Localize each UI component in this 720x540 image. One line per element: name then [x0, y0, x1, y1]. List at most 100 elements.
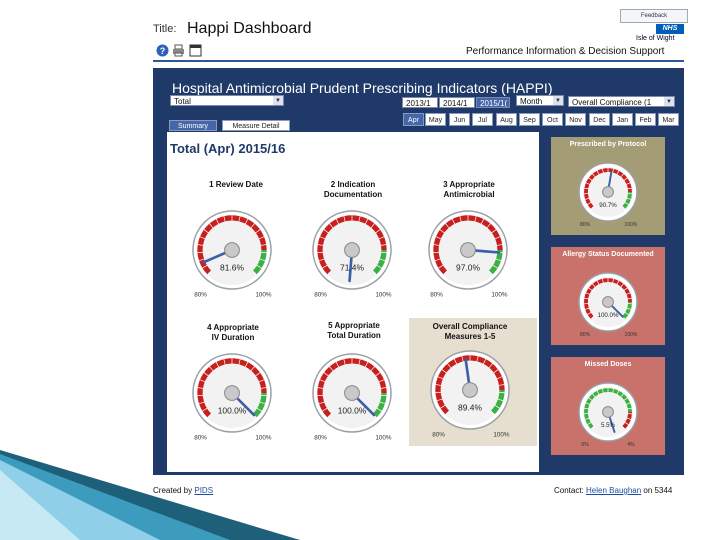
footer-created-by: Created by PIDS: [153, 486, 213, 495]
side-gauge-3-tick: [625, 417, 632, 421]
gauge-1-tick: [207, 270, 212, 275]
contact-extension: on 5344: [643, 486, 673, 495]
period-select-value: Month: [520, 97, 543, 106]
month-tab-sep[interactable]: Sep: [519, 113, 540, 126]
chevron-down-icon: ▼: [553, 96, 563, 105]
gauge-1-tick: [198, 258, 205, 262]
side-gauge-1-value: 90.7%: [599, 202, 617, 209]
window-icon[interactable]: [189, 44, 202, 57]
month-tab-jan[interactable]: Jan: [612, 113, 633, 126]
gauge-4-min-label: 80%: [194, 435, 207, 442]
gauge-1-tick: [203, 229, 209, 234]
tab-measure-detail[interactable]: Measure Detail: [222, 120, 290, 131]
year-option-3[interactable]: 2015/1(: [476, 97, 510, 108]
gauge-3-tick: [443, 270, 448, 275]
side-gauge-2-tick: [587, 287, 593, 292]
gauge-1-value: 81.6%: [220, 262, 244, 272]
gauge-4-tick: [207, 413, 212, 418]
month-tab-feb[interactable]: Feb: [635, 113, 656, 126]
gauge-1-max-label: 100%: [255, 292, 272, 299]
gauge-5-tick: [317, 387, 324, 389]
side-gauge-1-max-label: 100%: [625, 222, 638, 228]
year-option-1[interactable]: 2013/1: [402, 97, 438, 108]
gauge-3-tick: [445, 223, 450, 229]
gauge-5-tick: [319, 379, 326, 383]
month-tab-oct[interactable]: Oct: [542, 113, 563, 126]
print-icon[interactable]: [172, 44, 185, 57]
month-tab-mar[interactable]: Mar: [658, 113, 679, 126]
gauge-4-tick: [255, 372, 261, 377]
feedback-button[interactable]: Feedback: [620, 9, 688, 23]
side-gauge-3-tick: [584, 402, 591, 406]
side-gauge-1-band-a: [584, 168, 632, 209]
pids-link[interactable]: PIDS: [194, 486, 214, 495]
gauge-6-tick: [497, 398, 504, 402]
contact-label: Contact:: [554, 486, 584, 495]
side-gauge-2-tick: [626, 297, 633, 300]
month-tab-jun[interactable]: Jun: [449, 113, 470, 126]
gauge-2-tick: [370, 223, 375, 229]
gauge-2-min-label: 80%: [314, 292, 327, 299]
gauge-5-tick: [358, 358, 361, 365]
gauge-4-label-line1: 4 Appropriate: [207, 323, 259, 332]
side-gauge-3-max-label: 4%: [627, 442, 635, 448]
side-gauge-1-tick: [616, 169, 620, 176]
gauge-1-tick: [209, 223, 214, 229]
side-gauge-1-tick: [601, 167, 604, 174]
year-option-2[interactable]: 2014/1: [439, 97, 475, 108]
gauge-3-min-label: 80%: [430, 292, 443, 299]
month-tab-apr[interactable]: Apr: [403, 113, 424, 126]
side-gauge-1-tick: [621, 205, 626, 210]
side-gauge-2-hub: [602, 296, 614, 308]
side-gauge-3-title: Missed Doses: [584, 361, 632, 368]
gauge-2-hub: [344, 242, 360, 258]
gauge-3-label: 3 Appropriate Antimicrobial: [419, 180, 519, 200]
side-gauge-1-title: Prescribed by Protocol: [569, 141, 647, 148]
gauge-2-tick: [319, 236, 326, 240]
side-gauge-1-tick: [596, 169, 600, 176]
svg-text:?: ?: [160, 46, 166, 56]
gauge-4-hub: [224, 385, 240, 401]
month-tab-dec[interactable]: Dec: [589, 113, 610, 126]
side-gauge-2-tick: [601, 277, 604, 284]
gauge-2-max-label: 100%: [375, 292, 392, 299]
period-select[interactable]: Month ▼: [516, 95, 564, 106]
gauge-2-tick: [327, 270, 332, 275]
gauge-3-tick: [486, 223, 491, 229]
gauge-5-min-label: 80%: [314, 435, 327, 442]
month-tab-nov[interactable]: Nov: [565, 113, 586, 126]
gauge-4-tick: [244, 361, 249, 368]
help-icon[interactable]: ?: [156, 44, 169, 57]
gauge-1-tick: [238, 215, 241, 222]
gauge-6-tick: [493, 369, 499, 374]
side-gauge-1-tick: [625, 182, 632, 186]
gauge-6-tick: [445, 410, 450, 415]
gauge-5-tick: [379, 401, 386, 405]
month-tab-aug[interactable]: Aug: [496, 113, 517, 126]
side-gauge-2-tick: [583, 297, 590, 300]
gauge-5-tick: [343, 358, 346, 365]
gauge-2-tick: [358, 215, 361, 222]
gauge-6-tick: [496, 376, 503, 380]
gauge-2-band-a: [317, 215, 387, 275]
gauge-6-tick: [461, 355, 464, 362]
gauge-4-tick: [209, 366, 214, 372]
side-gauge-2-tick: [596, 279, 600, 286]
header-divider: [153, 60, 684, 62]
footer-contact: Contact: Helen Baughan on 5344: [554, 486, 672, 495]
measure-select[interactable]: Overall Compliance (1 ▼: [568, 96, 675, 107]
tab-summary[interactable]: Summary: [169, 120, 217, 131]
dashboard-title: Happi Dashboard: [187, 20, 312, 37]
gauge-2-tick: [376, 264, 383, 269]
gauge-5-label-line2: Total Duration: [327, 331, 381, 340]
gauge-6-hub: [462, 382, 478, 398]
contact-link[interactable]: Helen Baughan: [586, 486, 642, 495]
side-gauge-2-tick: [584, 292, 591, 296]
month-tab-jul[interactable]: Jul: [472, 113, 493, 126]
gauge-2-value: 71.4%: [340, 262, 364, 272]
gauge-3-tick: [480, 218, 485, 225]
gauge-6-tick: [488, 363, 493, 369]
gauge-4-tick: [215, 361, 220, 368]
month-tab-may[interactable]: May: [425, 113, 446, 126]
ward-select[interactable]: Total ▼: [170, 95, 284, 106]
